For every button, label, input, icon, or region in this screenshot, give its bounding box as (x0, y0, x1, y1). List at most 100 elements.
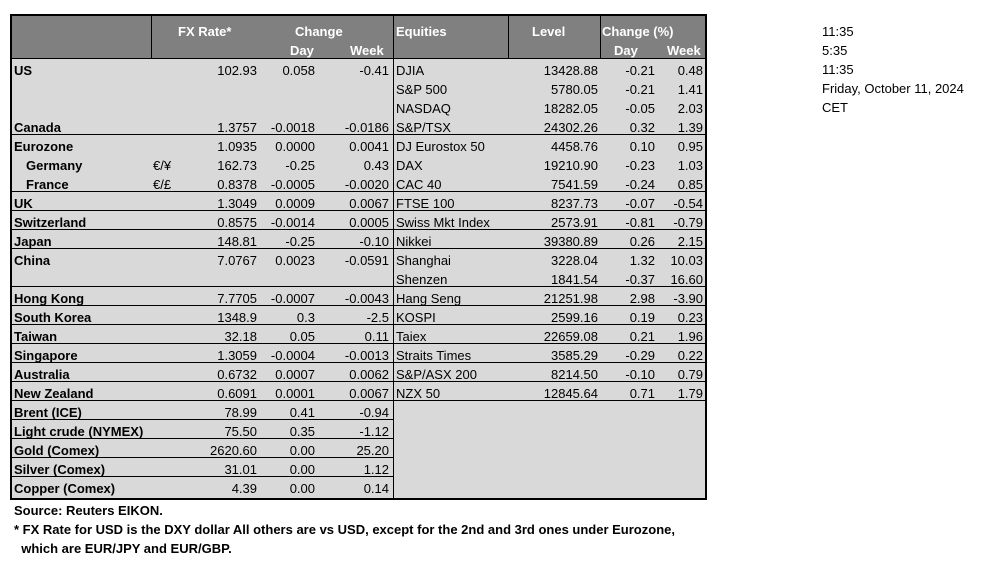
fx-day: 0.0007 (275, 367, 315, 382)
equity-name: Hang Seng (396, 291, 462, 306)
fx-day: -0.0007 (270, 291, 315, 306)
group-separator (12, 286, 393, 287)
group-separator (393, 324, 706, 325)
fx-rate: 7.0767 (217, 253, 257, 268)
fx-name: Australia (14, 367, 70, 382)
fx-day: 0.05 (289, 329, 315, 344)
fx-rate: 2620.60 (210, 443, 257, 458)
fx-name: UK (14, 196, 33, 211)
equity-day: -0.10 (625, 367, 655, 382)
fx-day: -0.25 (285, 158, 315, 173)
fx-name: US (14, 63, 33, 78)
equity-week: 1.96 (677, 329, 703, 344)
fx-day: 0.0023 (275, 253, 315, 268)
fx-day: -0.25 (285, 234, 315, 249)
equity-week: 2.15 (677, 234, 703, 249)
equity-week: 0.95 (677, 139, 703, 154)
fx-week: -0.41 (359, 63, 389, 78)
fx-rate: 75.50 (224, 424, 257, 439)
fx-day: 0.35 (289, 424, 315, 439)
equity-day: -0.07 (625, 196, 655, 211)
equity-day: -0.24 (625, 177, 655, 192)
group-separator (393, 286, 706, 287)
fx-day: 0.00 (289, 481, 315, 496)
fx-rate: 1.0935 (217, 139, 257, 154)
group-separator (12, 438, 393, 439)
group-separator (12, 305, 393, 306)
fx-rate: 0.8378 (217, 177, 257, 192)
fx-week: 25.20 (356, 443, 389, 458)
group-separator (12, 362, 393, 363)
equity-day: 0.32 (629, 120, 655, 135)
equity-level: 5780.05 (551, 82, 598, 97)
equity-day: -0.05 (625, 101, 655, 116)
equity-day: -0.37 (625, 272, 655, 287)
equity-week: -0.54 (673, 196, 703, 211)
fx-day: 0.058 (282, 63, 315, 78)
fx-name: Copper (Comex) (14, 481, 116, 496)
fx-rate: 162.73 (217, 158, 257, 173)
fx-week: -0.0043 (344, 291, 389, 306)
equity-level: 2599.16 (551, 310, 598, 325)
fx-name: Brent (ICE) (14, 405, 82, 420)
equity-level: 8237.73 (551, 196, 598, 211)
group-separator (393, 381, 706, 382)
group-separator (393, 343, 706, 344)
equity-name: DAX (396, 158, 423, 173)
group-separator (12, 229, 393, 230)
equity-week: 0.22 (677, 348, 703, 363)
equity-level: 1841.54 (551, 272, 598, 287)
equity-day: -0.21 (625, 63, 655, 78)
equity-week: 1.39 (677, 120, 703, 135)
equity-name: S&P 500 (396, 82, 448, 97)
fx-name: Taiwan (14, 329, 58, 344)
table-header: FX Rate* Change Day Week Equities Level … (12, 16, 705, 58)
equity-level: 7541.59 (551, 177, 598, 192)
equity-day: -0.81 (625, 215, 655, 230)
fx-week: 0.43 (363, 158, 389, 173)
fx-day: 0.00 (289, 462, 315, 477)
group-separator (12, 419, 393, 420)
equity-level: 12845.64 (543, 386, 598, 401)
footnotes: Source: Reuters EIKON. * FX Rate for USD… (14, 501, 675, 558)
fx-day: -0.0018 (270, 120, 315, 135)
equity-day: 0.71 (629, 386, 655, 401)
equity-day: 2.98 (629, 291, 655, 306)
equity-name: CAC 40 (396, 177, 442, 192)
fx-day: -0.0014 (270, 215, 315, 230)
equity-day: 0.21 (629, 329, 655, 344)
fx-name: South Korea (14, 310, 92, 325)
equity-week: 1.03 (677, 158, 703, 173)
fx-week: -0.0186 (344, 120, 389, 135)
group-separator (12, 210, 393, 211)
fx-rate: 1.3757 (217, 120, 257, 135)
footnote-line: which are EUR/JPY and EUR/GBP. (14, 541, 232, 556)
equity-level: 13428.88 (543, 63, 598, 78)
fx-week: -0.94 (359, 405, 389, 420)
equity-name: KOSPI (396, 310, 436, 325)
equity-week: 0.79 (677, 367, 703, 382)
timezone-label: CET (822, 100, 848, 115)
equity-day: 0.10 (629, 139, 655, 154)
fx-day: 0.0009 (275, 196, 315, 211)
fx-day: 0.0001 (275, 386, 315, 401)
header-change-pct: Change (%) (602, 24, 674, 39)
equity-level: 22659.08 (543, 329, 598, 344)
fx-week: 1.12 (363, 462, 389, 477)
fx-rate: 7.7705 (217, 291, 257, 306)
fx-pair-symbol: €/£ (153, 177, 172, 192)
equity-day: 0.26 (629, 234, 655, 249)
fx-rate: 148.81 (217, 234, 257, 249)
group-separator (393, 400, 706, 401)
equity-week: -0.79 (673, 215, 703, 230)
group-separator (12, 191, 393, 192)
fx-day: 0.41 (289, 405, 315, 420)
header-level: Level (532, 24, 566, 39)
fx-name: Silver (Comex) (14, 462, 106, 477)
fx-pair-symbol: €/¥ (153, 158, 172, 173)
fx-day: -0.0005 (270, 177, 315, 192)
group-separator (12, 134, 393, 135)
equity-level: 3228.04 (551, 253, 598, 268)
equity-week: 2.03 (677, 101, 703, 116)
date-label: Friday, October 11, 2024 (822, 81, 964, 96)
